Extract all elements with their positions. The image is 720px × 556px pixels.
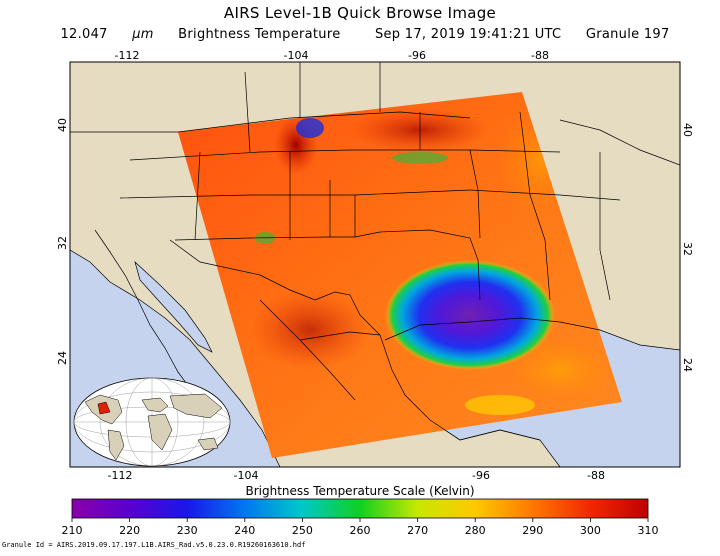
gulf-coastline [384,317,601,341]
colorbar-tick-label: 210 [62,524,83,537]
image-title: AIRS Level-1B Quick Browse Image [223,4,497,22]
colorbar-tick-label: 280 [465,524,486,537]
lon-tick-bottom: -104 [234,469,259,482]
globe-africa [147,413,173,451]
colorbar-tick-label: 290 [522,524,543,537]
globe-asia [169,393,223,419]
border-line [354,229,479,261]
gulf-of-california [134,260,213,353]
colorbar [71,498,649,519]
border-line [469,149,481,239]
cold-cloud-mexico [250,290,370,370]
locator-globe [73,377,231,467]
border-line [70,111,471,133]
border-line [379,62,421,150]
border-line [194,71,251,241]
globe-swath-marker [97,401,111,415]
cloud-cell-north [296,118,324,138]
colorbar-tick-label: 310 [638,524,659,537]
observation-datetime: Sep 17, 2019 19:41:21 UTC [374,27,562,42]
colorbar-tick-label: 240 [234,524,255,537]
colorbar-tick-label: 230 [177,524,198,537]
wavelength: 12.047 µm Brightness Temperature [60,27,341,42]
border-line [329,180,356,238]
lon-tick-top: -96 [408,49,426,62]
lon-tick-bottom: -112 [108,469,133,482]
storm-system [385,260,555,370]
granule-number: Granule 197 [585,27,670,42]
borders [70,62,680,441]
colorbar-tick-label: 300 [580,524,601,537]
colorbar-ticks: 210 220 230 240 250 260 270 280 290 300 310 [62,518,659,537]
mexico-state-border [299,331,381,341]
us-mexico-border [169,239,381,336]
image-subtitle: 12.047 µm Brightness Temperature Sep 17,… [0,27,720,42]
lon-tick-bottom: -96 [472,469,490,482]
lon-tick-bottom: -88 [587,469,605,482]
lat-tick-right: 40 [681,123,694,137]
cloud-band-yellow [465,395,535,415]
border-line [599,152,611,301]
lat-tick-right: 32 [681,242,694,256]
colorbar-tick-label: 270 [407,524,428,537]
border-line [519,111,551,301]
border-line [174,236,331,241]
border-line [289,62,301,240]
map-frame [69,61,681,468]
lon-tick-top: -88 [531,49,549,62]
lat-tick-left: 24 [56,351,69,365]
border-line [477,259,481,301]
mexico-state-border [259,299,356,401]
globe-australia [197,437,219,451]
cloud-band-green [392,152,448,164]
colorbar-title: Brightness Temperature Scale (Kelvin) [245,484,475,498]
baja-coastline [94,229,196,396]
border-line [559,119,680,166]
colorbar-tick-label: 220 [119,524,140,537]
lat-tick-left: 32 [56,236,69,250]
lon-tick-top: -104 [284,49,309,62]
lat-tick-left: 40 [56,118,69,132]
border-line [119,189,471,199]
granule-id: Granule Id = AIRS.2019.09.17.197.L1B.AIR… [2,541,306,549]
colorbar-tick-label: 260 [350,524,371,537]
lat-tick-right: 24 [681,358,694,372]
border-line [129,149,561,161]
globe-europe [141,397,169,413]
colorbar-tick-label: 250 [292,524,313,537]
mexico-coastline [379,334,541,441]
globe-south-america [107,429,125,461]
lon-tick-top: -112 [115,49,140,62]
